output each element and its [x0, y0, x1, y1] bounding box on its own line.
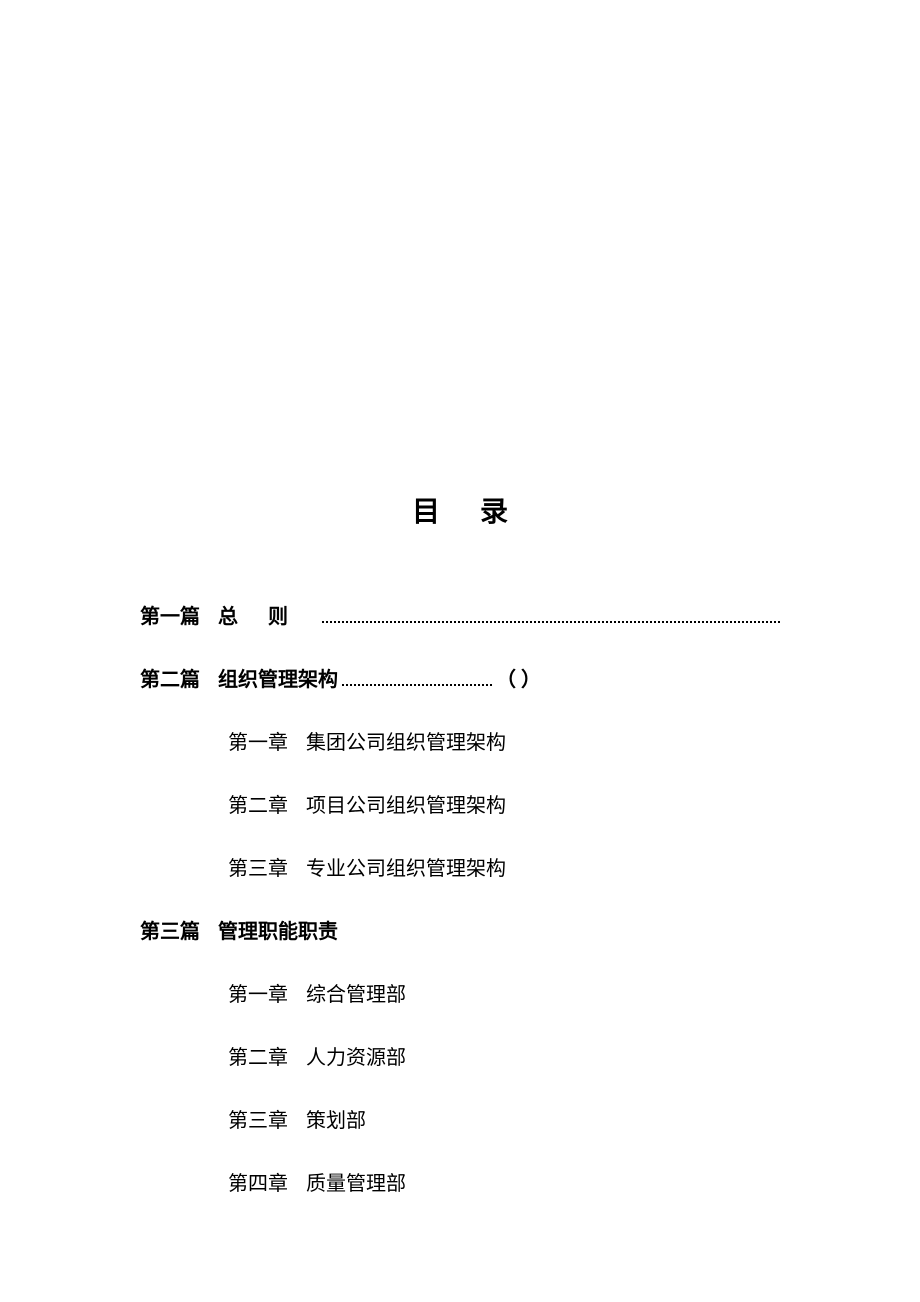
chapter-title: 综合管理部 [306, 978, 406, 1007]
page-content: 目录 第一篇 总则 第二篇 组织管理架构 （ ） 第一章 集团公司组织管理架构 … [0, 0, 920, 1196]
part-label: 第一篇 [140, 600, 200, 629]
part-title: 管理职能职责 [218, 915, 338, 944]
toc-chapter: 第二章 项目公司组织管理架构 [140, 789, 780, 818]
chapter-title: 策划部 [306, 1104, 366, 1133]
chapter-title: 项目公司组织管理架构 [306, 789, 506, 818]
toc-chapter: 第一章 综合管理部 [140, 978, 780, 1007]
chapter-label: 第二章 [228, 1041, 288, 1070]
toc-part-3: 第三篇 管理职能职责 [140, 915, 780, 944]
leader-dots [342, 684, 492, 686]
toc-part-1: 第一篇 总则 [140, 600, 780, 629]
chapter-label: 第一章 [228, 726, 288, 755]
toc-chapter: 第二章 人力资源部 [140, 1041, 780, 1070]
toc-part-2: 第二篇 组织管理架构 （ ） [140, 663, 780, 692]
toc-chapter: 第一章 集团公司组织管理架构 [140, 726, 780, 755]
chapter-label: 第二章 [228, 789, 288, 818]
toc-chapter: 第四章 质量管理部 [140, 1167, 780, 1196]
part-title: 组织管理架构 [218, 663, 338, 692]
part-label: 第二篇 [140, 663, 200, 692]
part-title: 总则 [218, 600, 318, 629]
chapter-title: 专业公司组织管理架构 [306, 852, 506, 881]
chapter-title: 人力资源部 [306, 1041, 406, 1070]
chapter-title: 质量管理部 [306, 1167, 406, 1196]
part-label: 第三篇 [140, 915, 200, 944]
chapter-label: 第三章 [228, 1104, 288, 1133]
leader-dots [322, 621, 780, 623]
page-reference: （ ） [496, 663, 541, 692]
chapter-label: 第三章 [228, 852, 288, 881]
toc-chapter: 第三章 策划部 [140, 1104, 780, 1133]
chapter-title: 集团公司组织管理架构 [306, 726, 506, 755]
toc-title: 目录 [140, 490, 780, 530]
chapter-label: 第一章 [228, 978, 288, 1007]
toc-chapter: 第三章 专业公司组织管理架构 [140, 852, 780, 881]
chapter-label: 第四章 [228, 1167, 288, 1196]
